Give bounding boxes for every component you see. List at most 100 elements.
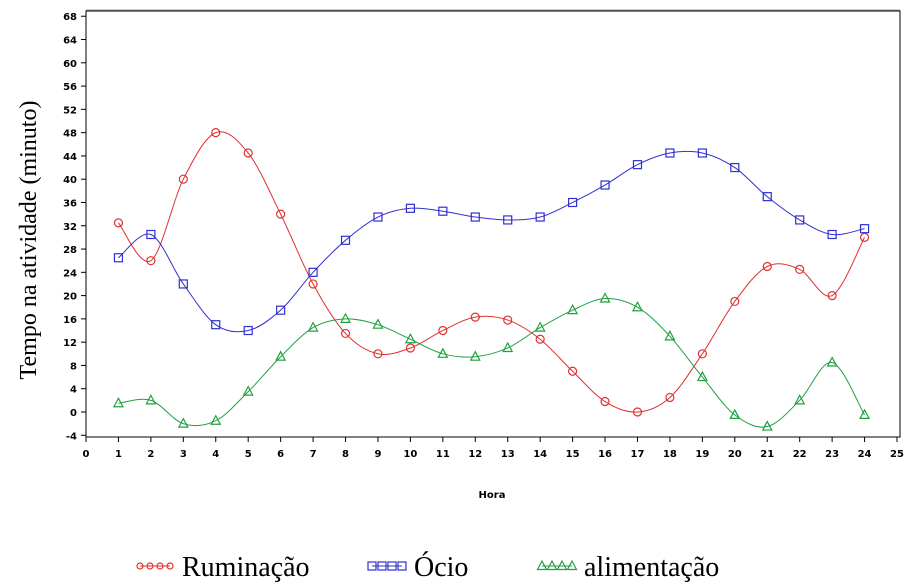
data-point: [567, 303, 579, 315]
data-point: [243, 148, 253, 158]
data-point: [795, 264, 805, 275]
legend-item: alimentação: [536, 552, 719, 583]
data-point: [631, 300, 643, 312]
x-tick-label: 11: [436, 449, 450, 460]
data-point: [859, 232, 870, 242]
data-point: [535, 334, 545, 344]
legend-marker: [166, 562, 174, 570]
legend-label: Ócio: [414, 552, 468, 583]
x-tick-label: 10: [403, 449, 417, 460]
data-point: [113, 253, 124, 263]
data-point: [438, 206, 448, 216]
y-tick-label: 44: [63, 152, 77, 163]
data-point: [600, 180, 610, 190]
legend-marker: [546, 559, 558, 571]
y-tick-label: 12: [63, 338, 77, 349]
x-tick-label: 8: [342, 449, 349, 460]
series-3: [112, 292, 871, 431]
legend-marker: [156, 562, 164, 570]
y-tick-label: 52: [63, 105, 77, 116]
x-tick-label: 12: [468, 449, 482, 460]
y-tick-label: 0: [70, 408, 77, 419]
data-point: [503, 215, 513, 225]
x-tick-label: 2: [147, 449, 154, 460]
data-point: [665, 148, 675, 158]
y-tick-label: 4: [70, 385, 77, 396]
y-tick-label: 40: [63, 175, 77, 186]
x-axis-ticks: 0 1 2 3 4 5 6 7 8 9 10 11 12 13 14 15 16 17 18 19 20 21 22 23 24…: [83, 437, 904, 460]
x-axis-title: Hora: [479, 490, 506, 501]
x-tick-label: 7: [310, 449, 317, 460]
y-tick-label: 68: [63, 12, 77, 23]
x-tick-label: 1: [115, 449, 122, 460]
x-tick-label: 23: [825, 449, 839, 460]
series-2: [113, 148, 870, 336]
legend-label: Ruminação: [182, 552, 310, 583]
data-point: [113, 218, 124, 228]
x-tick-label: 9: [374, 449, 381, 460]
x-tick-label: 13: [501, 449, 515, 460]
data-point: [794, 394, 806, 405]
x-tick-label: 18: [663, 449, 677, 460]
y-tick-label: 8: [70, 361, 77, 372]
data-point: [340, 312, 352, 323]
x-tick-label: 24: [858, 449, 872, 460]
data-point: [859, 408, 871, 420]
data-point: [502, 341, 514, 353]
y-tick-label: 60: [63, 59, 77, 70]
data-point: [308, 279, 318, 289]
data-point: [437, 347, 449, 358]
data-point: [146, 256, 156, 266]
legend-marker: [556, 559, 568, 571]
data-point: [827, 229, 837, 240]
data-point: [762, 192, 772, 202]
data-point: [632, 160, 643, 170]
data-point: [178, 174, 188, 184]
x-tick-label: 0: [83, 449, 90, 460]
data-point: [276, 209, 286, 219]
data-point: [469, 350, 481, 361]
y-tick-label: -4: [66, 431, 77, 442]
data-point: [827, 291, 837, 301]
data-point: [438, 325, 448, 336]
x-tick-label: 21: [760, 449, 774, 460]
legend-marker: [146, 562, 154, 570]
legend-marker: [536, 559, 548, 571]
data-point: [697, 349, 707, 359]
x-tick-label: 3: [180, 449, 187, 460]
data-point: [404, 332, 416, 344]
data-point: [146, 229, 156, 240]
series-line: [118, 297, 865, 428]
x-tick-label: 16: [598, 449, 612, 460]
data-point: [826, 356, 838, 367]
legend-marker: [377, 561, 387, 571]
data-point: [211, 128, 221, 138]
legend-marker: [397, 561, 407, 571]
x-tick-label: 4: [212, 449, 219, 460]
y-tick-label: 32: [63, 222, 77, 233]
y-tick-label: 56: [63, 82, 77, 93]
plot-border: [85, 10, 901, 438]
data-point: [373, 212, 383, 222]
legend-item: Ruminação: [136, 552, 310, 583]
data-point: [276, 305, 286, 315]
data-point: [696, 370, 708, 382]
data-point: [178, 279, 188, 289]
data-point: [632, 407, 643, 417]
data-point: [567, 197, 578, 208]
x-tick-label: 14: [533, 449, 547, 460]
y-tick-label: 36: [63, 198, 77, 209]
y-tick-label: 64: [63, 36, 77, 47]
data-point: [795, 215, 805, 225]
legend-marker: [387, 561, 397, 571]
plot-frame: [85, 9, 901, 438]
legend-label: alimentação: [584, 552, 719, 583]
y-tick-label: 16: [63, 315, 77, 326]
y-tick-label: 28: [63, 245, 77, 256]
data-point: [373, 349, 383, 359]
data-point: [761, 420, 773, 431]
series-line: [118, 150, 865, 333]
data-point: [567, 366, 578, 376]
data-point: [535, 212, 545, 222]
